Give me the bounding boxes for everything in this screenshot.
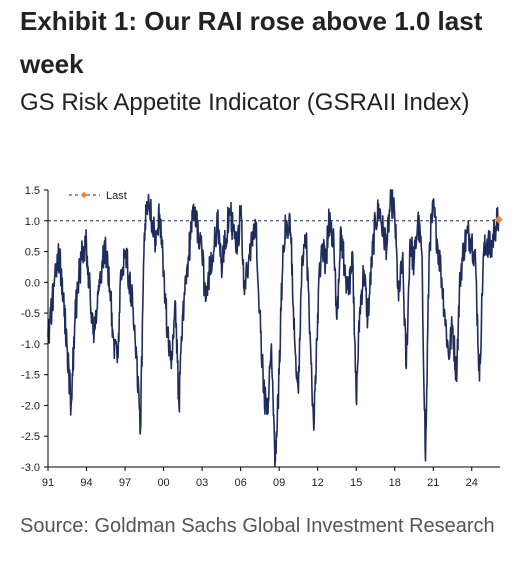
x-tick-label: 97 <box>119 477 131 489</box>
x-tick-label: 91 <box>42 477 54 489</box>
x-tick-label: 12 <box>312 477 324 489</box>
x-tick-label: 00 <box>157 477 169 489</box>
legend-marker <box>80 191 88 199</box>
x-tick-label: 15 <box>350 477 362 489</box>
chart-title: Exhibit 1: Our RAI rose above 1.0 last w… <box>20 6 483 79</box>
x-tick-label: 03 <box>196 477 208 489</box>
legend: Last <box>69 190 127 202</box>
source-note: Source: Goldman Sachs Global Investment … <box>20 515 495 537</box>
x-tick-label: 24 <box>466 477 478 489</box>
x-axis-ticks: 91 94 97 00 03 06 09 12 15 18 21 24 <box>42 467 478 489</box>
x-tick-label: 18 <box>389 477 401 489</box>
x-tick-label: 94 <box>80 477 92 489</box>
x-tick-label: 21 <box>427 477 439 489</box>
y-axis-ticks: 1.5 1.0 0.5 0.0 -0.5 -1.0 -1.5 -2.0 -2.5 -3.0 <box>21 185 48 474</box>
y-tick-label: -2.5 <box>21 431 40 443</box>
y-tick-label: 1.5 <box>25 185 40 197</box>
chart-subtitle: GS Risk Appetite Indicator (GSRAII Index… <box>20 89 470 116</box>
y-tick-label: 1.0 <box>25 216 40 228</box>
y-tick-label: -3.0 <box>21 462 40 474</box>
y-tick-label: -1.0 <box>21 339 40 351</box>
last-point-marker <box>494 215 503 224</box>
y-tick-label: -2.0 <box>21 400 40 412</box>
y-tick-label: -1.5 <box>21 370 40 382</box>
x-tick-label: 09 <box>273 477 285 489</box>
legend-label: Last <box>106 190 127 202</box>
x-tick-label: 06 <box>234 477 246 489</box>
y-tick-label: -0.5 <box>21 308 40 320</box>
series-line-gsraii <box>47 189 500 467</box>
y-tick-label: 0.0 <box>25 277 40 289</box>
y-tick-label: 0.5 <box>25 247 40 259</box>
